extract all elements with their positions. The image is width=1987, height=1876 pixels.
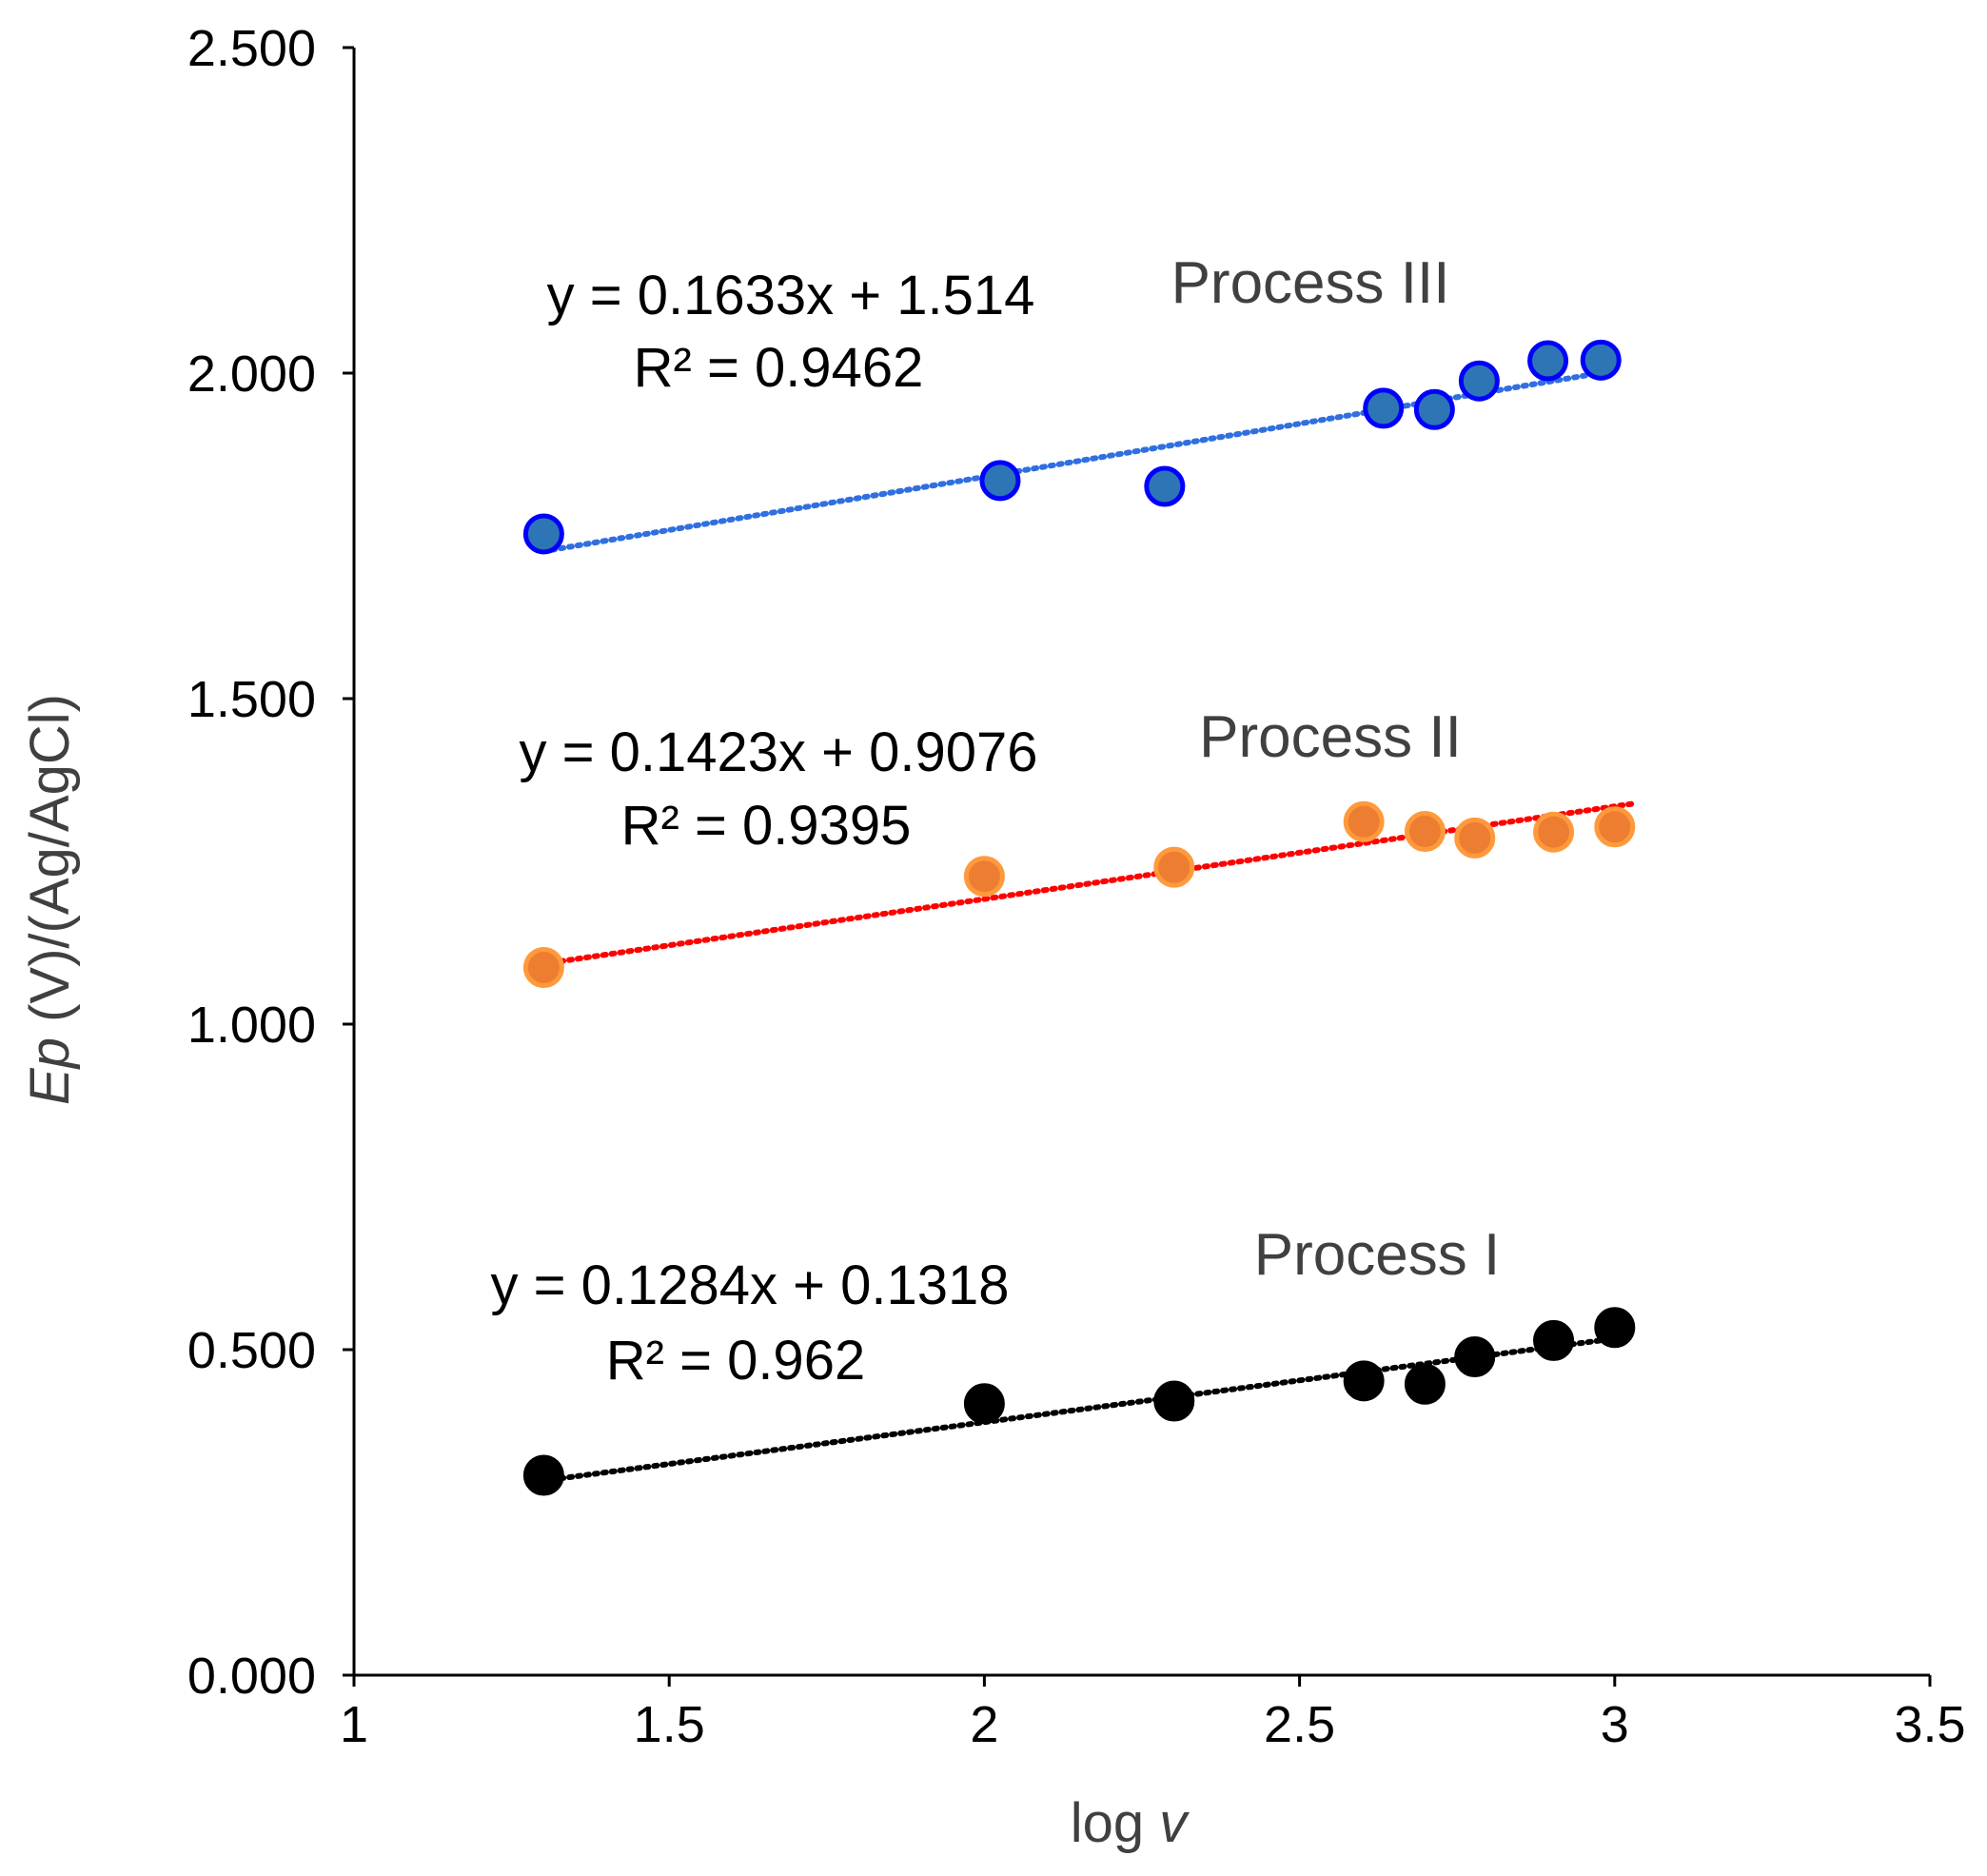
annotations: Process III y = 0.1633x + 1.514 R² = 0.9… [491, 250, 1501, 1392]
data-point-process-iii [1363, 387, 1405, 429]
x-tick-label: 1.5 [634, 1696, 705, 1753]
y-tick-label: 1.500 [187, 671, 316, 728]
x-tick-label: 2.5 [1264, 1696, 1335, 1753]
x-axis-title-italic: v [1159, 1792, 1190, 1854]
data-point-process-i [963, 1383, 1005, 1425]
data-point-process-iii [522, 513, 564, 555]
x-tick-label: 3.5 [1894, 1696, 1965, 1753]
trendline-process-i [541, 1335, 1618, 1484]
axes [352, 48, 1930, 1677]
y-tick-label: 0.000 [187, 1648, 316, 1705]
data-point-process-ii [963, 856, 1005, 898]
data-point-process-ii [1594, 806, 1636, 848]
data-point-process-iii [1527, 340, 1569, 382]
data-point-process-iii [1413, 388, 1455, 430]
data-point-process-iii [1458, 360, 1500, 402]
y-tick-label: 1.000 [187, 997, 316, 1054]
data-point-process-ii [1454, 817, 1496, 859]
data-point-process-ii [1153, 846, 1195, 888]
equation-label-process-1: y = 0.1284x + 0.1318 [491, 1254, 1010, 1316]
y-axis-title-rest: (V)/(Ag/AgCl) [19, 694, 81, 1037]
data-points [522, 339, 1636, 1496]
series-label-process-3: Process III [1171, 250, 1450, 316]
data-point-process-i [522, 1454, 564, 1496]
series-label-process-1: Process I [1254, 1222, 1500, 1288]
y-tick-label: 2.500 [187, 20, 316, 77]
data-point-process-i [1454, 1336, 1496, 1378]
r2-label-process-1: R² = 0.962 [606, 1330, 865, 1392]
y-tick-label: 2.000 [187, 346, 316, 403]
data-point-process-i [1594, 1307, 1636, 1349]
y-axis-ticks: 0.000 0.500 1.000 1.500 2.000 2.500 [187, 20, 354, 1705]
x-tick-label: 1 [340, 1696, 368, 1753]
data-point-process-ii [1533, 811, 1575, 853]
trendline-process-ii [541, 800, 1637, 967]
data-point-process-ii [522, 946, 564, 988]
x-tick-label: 2 [970, 1696, 998, 1753]
data-point-process-iii [1580, 339, 1622, 381]
x-axis-ticks: 1 1.5 2 2.5 3 3.5 [340, 1675, 1966, 1753]
equation-label-process-3: y = 0.1633x + 1.514 [547, 265, 1035, 326]
data-point-process-i [1404, 1363, 1446, 1405]
data-point-process-i [1533, 1319, 1575, 1361]
y-tick-label: 0.500 [187, 1322, 316, 1379]
data-point-process-i [1153, 1380, 1195, 1422]
r2-label-process-3: R² = 0.9462 [634, 337, 924, 399]
x-axis-title: log v [1071, 1792, 1190, 1854]
series-label-process-2: Process II [1199, 704, 1462, 770]
data-point-process-ii [1404, 811, 1446, 853]
y-axis-title: Ep (V)/(Ag/AgCl) [19, 694, 81, 1105]
data-point-process-iii [979, 460, 1021, 502]
data-point-process-ii [1343, 800, 1385, 842]
data-point-process-i [1343, 1360, 1385, 1402]
data-point-process-iii [1144, 465, 1186, 507]
y-axis-title-italic: Ep [19, 1037, 81, 1105]
equation-label-process-2: y = 0.1423x + 0.9076 [520, 721, 1038, 783]
x-tick-label: 3 [1601, 1696, 1629, 1753]
r2-label-process-2: R² = 0.9395 [621, 795, 912, 857]
